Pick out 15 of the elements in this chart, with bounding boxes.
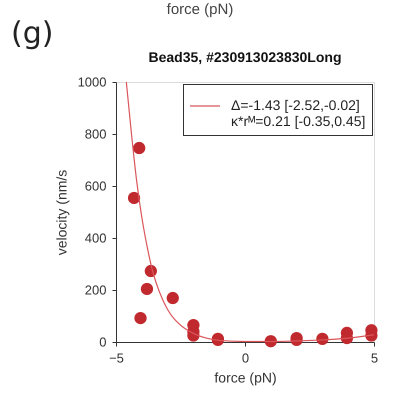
text: (g)	[11, 16, 54, 51]
text: force (pN)	[166, 1, 234, 18]
y-tick-label: 1000	[78, 74, 106, 90]
x-tick-label: −5	[109, 350, 124, 366]
legend-label: Δ=-1.43 [-2.52,-0.02] κ*rᴹ=0.21 [-0.35,0.45]	[231, 97, 366, 129]
x-tick-label: 0	[242, 350, 250, 366]
y-tick-label: 600	[84, 178, 106, 194]
y-tick-label: 800	[84, 126, 106, 142]
y-tick-label: 0	[99, 334, 106, 350]
x-tick-label: 5	[370, 350, 378, 366]
x-axis-title: force (pN)	[214, 370, 277, 386]
y-tick-label: 200	[84, 282, 106, 298]
chart-title: Bead35, #230913023830Long	[148, 49, 342, 65]
y-tick-label: 400	[84, 230, 106, 246]
y-axis-title: velocity (nm/s	[54, 170, 70, 256]
